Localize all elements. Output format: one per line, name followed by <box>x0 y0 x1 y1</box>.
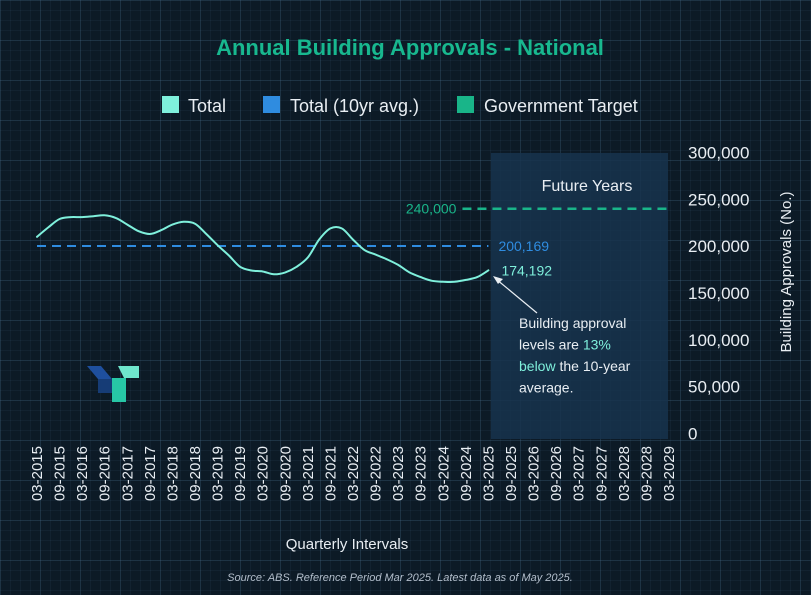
x-tick-label: 09-2015 <box>52 446 69 501</box>
x-tick-label: 03-2023 <box>390 446 407 501</box>
last-value-label: 174,192 <box>501 262 552 278</box>
x-tick-label: 09-2019 <box>232 446 249 501</box>
x-tick-label: 09-2026 <box>548 446 565 501</box>
series-total-points <box>36 215 489 282</box>
legend-swatch-10yr-avg <box>263 96 280 113</box>
avg-value-label: 200,169 <box>498 238 549 254</box>
legend: Total Total (10yr avg.) Government Targe… <box>162 96 638 116</box>
target-value-label: 240,000 <box>406 201 457 217</box>
x-tick-label: 03-2018 <box>164 446 181 501</box>
x-tick-label: 03-2027 <box>571 446 588 501</box>
y-tick-label: 200,000 <box>688 237 749 256</box>
future-years-region <box>491 153 668 439</box>
y-tick-label: 100,000 <box>688 331 749 350</box>
x-tick-label: 03-2028 <box>616 446 633 501</box>
annotation-note: Building approval levels are 13% below the… <box>519 315 631 396</box>
y-axis-label: Building Approvals (No.) <box>778 192 795 353</box>
annotation-arrow <box>495 278 538 314</box>
x-tick-label: 09-2017 <box>142 446 159 501</box>
y-tick-label: 250,000 <box>688 190 749 209</box>
legend-label-total: Total <box>188 96 226 116</box>
annotation-note-line: below the 10-year <box>519 358 631 374</box>
x-axis-ticks: 03-2015 09-2015 03-2016 09-2016 03-2017 09-20… <box>29 446 678 501</box>
x-tick-label: 03-2019 <box>210 446 227 501</box>
y-tick-label: 150,000 <box>688 284 749 303</box>
x-tick-label: 09-2027 <box>593 446 610 501</box>
legend-label-10yr-avg: Total (10yr avg.) <box>290 96 419 116</box>
annotation-arrowhead <box>493 276 503 284</box>
x-tick-label: 09-2020 <box>277 446 294 501</box>
x-tick-label: 09-2025 <box>503 446 520 501</box>
x-tick-label: 03-2020 <box>255 446 272 501</box>
y-tick-label: 50,000 <box>688 378 740 397</box>
y-tick-label: 0 <box>688 425 697 444</box>
x-tick-label: 03-2016 <box>74 446 91 501</box>
x-tick-label: 03-2015 <box>29 446 46 501</box>
x-tick-label: 03-2029 <box>661 446 678 501</box>
x-tick-label: 09-2022 <box>368 446 385 501</box>
x-tick-label: 09-2024 <box>458 446 475 501</box>
future-years-label: Future Years <box>542 178 633 195</box>
legend-swatch-total <box>162 96 179 113</box>
x-tick-label: 09-2028 <box>638 446 655 501</box>
x-tick-label: 03-2017 <box>119 446 136 501</box>
x-tick-label: 09-2021 <box>322 446 339 501</box>
legend-label-government-target: Government Target <box>484 96 638 116</box>
legend-swatch-government-target <box>457 96 474 113</box>
brand-logo <box>87 366 139 402</box>
x-tick-label: 03-2025 <box>480 446 497 501</box>
x-tick-label: 09-2018 <box>187 446 204 501</box>
x-tick-label: 03-2026 <box>526 446 543 501</box>
x-tick-label: 09-2023 <box>413 446 430 501</box>
annotation-note-line: levels are 13% <box>519 337 611 353</box>
annotation-note-line: Building approval <box>519 315 626 331</box>
y-axis-ticks: 0 50,000 100,000 150,000 200,000 250,000 300,0… <box>688 143 749 443</box>
source-note: Source: ABS. Reference Period Mar 2025. … <box>227 572 573 584</box>
x-axis-label: Quarterly Intervals <box>286 536 409 553</box>
annotation-note-line: average. <box>519 380 573 396</box>
x-tick-label: 03-2024 <box>435 446 452 501</box>
x-tick-label: 03-2022 <box>345 446 362 501</box>
x-tick-label: 09-2016 <box>97 446 114 501</box>
y-tick-label: 300,000 <box>688 143 749 162</box>
x-tick-label: 03-2021 <box>300 446 317 501</box>
series-total-line <box>36 214 490 283</box>
chart-title: Annual Building Approvals - National <box>216 35 604 60</box>
